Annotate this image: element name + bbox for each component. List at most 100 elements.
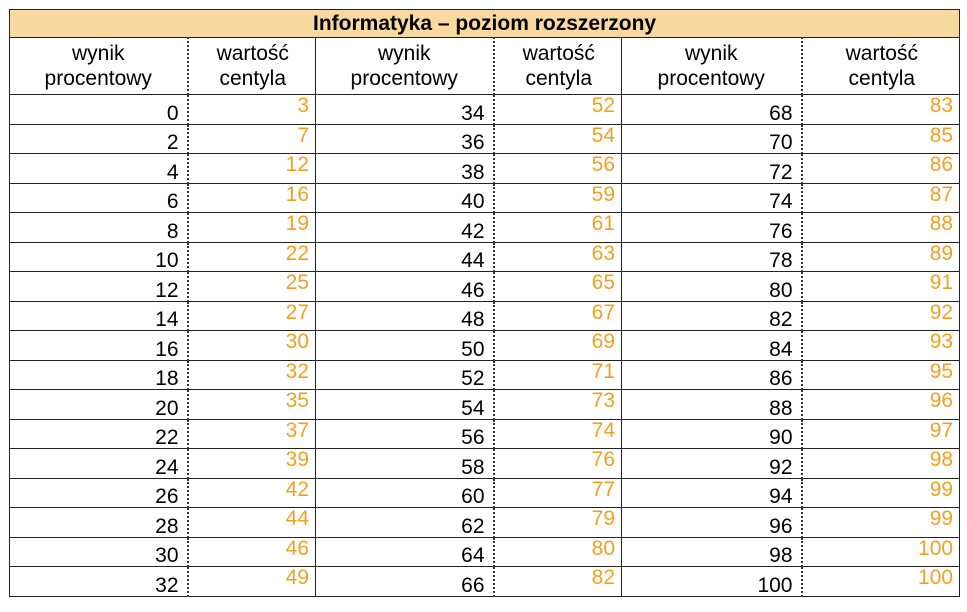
table-row: 6 16 40 59 74 87 — [9, 183, 961, 213]
centile-cell: 27 — [187, 301, 316, 331]
centile-cell: 30 — [187, 330, 316, 361]
score-cell: 100 — [621, 566, 803, 597]
score-cell: 36 — [315, 124, 495, 154]
centile-cell: 99 — [801, 478, 961, 508]
centile-cell: 54 — [493, 124, 622, 154]
score-cell: 76 — [621, 212, 803, 243]
score-cell: 28 — [9, 507, 189, 538]
table-row: 0 3 34 52 68 83 — [9, 94, 961, 125]
header-row: wynik procentowy wartość centyla wynik p… — [9, 37, 961, 95]
score-cell: 86 — [621, 360, 803, 390]
table-row: 16 30 50 69 84 93 — [9, 330, 961, 361]
centile-cell: 12 — [187, 153, 316, 184]
score-cell: 44 — [315, 242, 495, 272]
centile-cell: 32 — [187, 360, 316, 390]
table-row: 30 46 64 80 98 100 — [9, 537, 961, 567]
centile-table: Informatyka – poziom rozszerzony wynik p… — [8, 9, 961, 597]
score-cell: 78 — [621, 242, 803, 272]
table-row: 28 44 62 79 96 99 — [9, 507, 961, 538]
table-row: 8 19 42 61 76 88 — [9, 212, 961, 243]
score-cell: 0 — [9, 94, 189, 125]
score-cell: 8 — [9, 212, 189, 243]
centile-cell: 93 — [801, 330, 961, 361]
score-cell: 30 — [9, 537, 189, 567]
score-cell: 56 — [315, 419, 495, 449]
score-cell: 34 — [315, 94, 495, 125]
title-row: Informatyka – poziom rozszerzony — [8, 9, 961, 38]
score-cell: 24 — [9, 448, 189, 479]
centile-cell: 3 — [187, 94, 316, 125]
table-row: 24 39 58 76 92 98 — [9, 448, 961, 479]
centile-cell: 99 — [801, 507, 961, 538]
centile-cell: 63 — [493, 242, 622, 272]
table-title: Informatyka – poziom rozszerzony — [8, 9, 961, 38]
header-centile-line1: wartość — [845, 41, 918, 65]
score-cell: 38 — [315, 153, 495, 184]
score-cell: 54 — [315, 389, 495, 420]
centile-cell: 22 — [187, 242, 316, 272]
score-cell: 48 — [315, 301, 495, 331]
centile-cell: 39 — [187, 448, 316, 479]
header-centile-line2: centyla — [219, 67, 287, 90]
header-score-1: wynik procentowy — [9, 37, 189, 95]
score-cell: 26 — [9, 478, 189, 508]
centile-cell: 67 — [493, 301, 622, 331]
centile-cell: 95 — [801, 360, 961, 390]
table-row: 18 32 52 71 86 95 — [9, 360, 961, 390]
header-centile-line2: centyla — [848, 67, 916, 90]
score-cell: 60 — [315, 478, 495, 508]
centile-cell: 56 — [493, 153, 622, 184]
score-cell: 84 — [621, 330, 803, 361]
centile-cell: 52 — [493, 94, 622, 125]
centile-cell: 96 — [801, 389, 961, 420]
centile-cell: 91 — [801, 271, 961, 302]
header-centile-1: wartość centyla — [187, 37, 316, 95]
header-score-2: wynik procentowy — [315, 37, 495, 95]
centile-cell: 19 — [187, 212, 316, 243]
table-row: 4 12 38 56 72 86 — [9, 153, 961, 184]
table-row: 2 7 36 54 70 85 — [9, 124, 961, 154]
centile-cell: 69 — [493, 330, 622, 361]
score-cell: 64 — [315, 537, 495, 567]
score-cell: 22 — [9, 419, 189, 449]
centile-cell: 85 — [801, 124, 961, 154]
centile-cell: 44 — [187, 507, 316, 538]
centile-cell: 7 — [187, 124, 316, 154]
centile-cell: 82 — [493, 566, 622, 597]
header-centile-2: wartość centyla — [493, 37, 622, 95]
table-body: 0 3 34 52 68 83 2 7 36 54 70 85 4 12 38 56 72 86 6 16 40 59 74… — [9, 94, 961, 597]
centile-cell: 74 — [493, 419, 622, 449]
centile-cell: 87 — [801, 183, 961, 213]
centile-cell: 16 — [187, 183, 316, 213]
score-cell: 32 — [9, 566, 189, 597]
centile-cell: 98 — [801, 448, 961, 479]
centile-cell: 71 — [493, 360, 622, 390]
centile-cell: 88 — [801, 212, 961, 243]
score-cell: 62 — [315, 507, 495, 538]
score-cell: 16 — [9, 330, 189, 361]
score-cell: 2 — [9, 124, 189, 154]
centile-cell: 77 — [493, 478, 622, 508]
score-cell: 82 — [621, 301, 803, 331]
score-cell: 94 — [621, 478, 803, 508]
score-cell: 10 — [9, 242, 189, 272]
score-cell: 40 — [315, 183, 495, 213]
centile-cell: 86 — [801, 153, 961, 184]
table-row: 26 42 60 77 94 99 — [9, 478, 961, 508]
centile-cell: 83 — [801, 94, 961, 125]
centile-cell: 65 — [493, 271, 622, 302]
centile-cell: 25 — [187, 271, 316, 302]
centile-cell: 73 — [493, 389, 622, 420]
centile-cell: 100 — [801, 537, 961, 567]
table-row: 14 27 48 67 82 92 — [9, 301, 961, 331]
header-score-line2: procentowy — [44, 67, 152, 90]
header-centile-line1: wartość — [522, 41, 595, 65]
centile-cell: 35 — [187, 389, 316, 420]
score-cell: 6 — [9, 183, 189, 213]
table-row: 32 49 66 82 100 100 — [9, 566, 961, 597]
score-cell: 42 — [315, 212, 495, 243]
table-row: 10 22 44 63 78 89 — [9, 242, 961, 272]
score-cell: 88 — [621, 389, 803, 420]
table-row: 22 37 56 74 90 97 — [9, 419, 961, 449]
header-score-line2: procentowy — [350, 67, 458, 90]
